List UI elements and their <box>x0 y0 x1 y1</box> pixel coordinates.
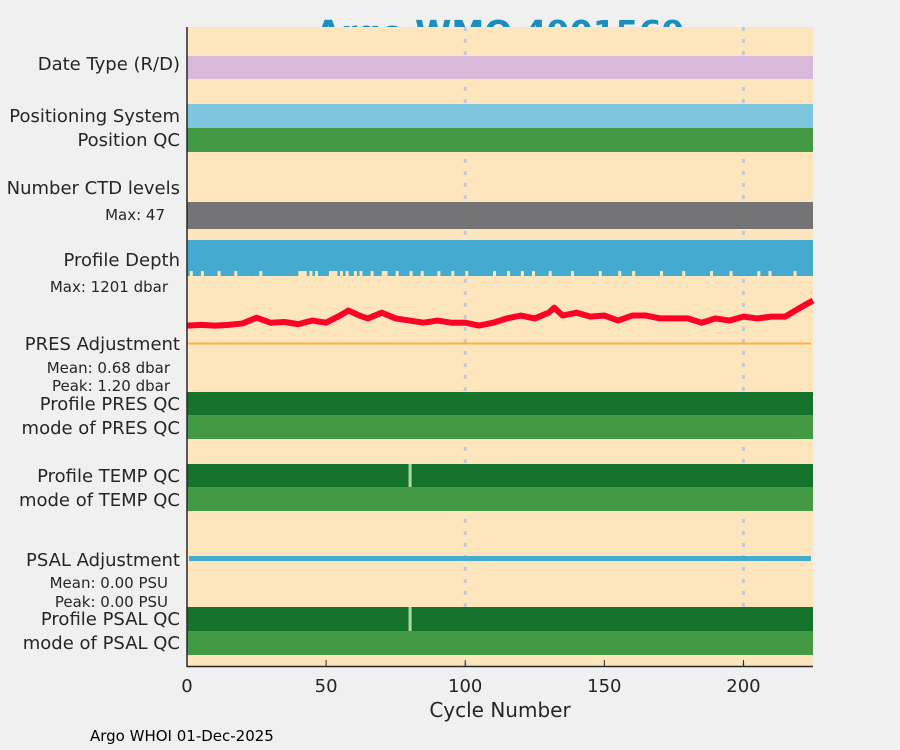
psal-qc-anomaly-mark <box>408 607 412 631</box>
label-profile-depth: Profile Depth <box>63 250 180 271</box>
temp-qc-anomaly-mark <box>408 464 412 487</box>
shallow-depth-mark <box>682 271 686 276</box>
shallow-depth-mark <box>493 271 497 276</box>
shallow-depth-mark <box>301 271 305 276</box>
shallow-depth-mark <box>420 271 424 276</box>
shallow-depth-mark <box>437 271 441 276</box>
label-psal-qc: Profile PSAL QC <box>41 609 180 630</box>
positioning-system-bar <box>187 104 813 128</box>
psal-mode-bar <box>187 631 813 655</box>
label-psal-adjustment: PSAL Adjustment <box>26 550 180 571</box>
psal-peak: Peak: 0.00 PSU <box>55 593 168 611</box>
shallow-depth-mark <box>314 271 318 276</box>
shallow-depth-mark <box>200 271 204 276</box>
shallow-depth-mark <box>451 271 455 276</box>
ctd-max: Max: 47 <box>105 206 165 224</box>
label-pres-qc: Profile PRES QC <box>40 394 180 415</box>
x-axis-label: Cycle Number <box>429 698 571 722</box>
shallow-depth-mark <box>729 271 733 276</box>
x-tick-label: 200 <box>726 676 760 697</box>
shallow-depth-mark <box>632 271 636 276</box>
label-pres-mode: mode of PRES QC <box>22 418 180 439</box>
pres-adjustment-line <box>186 297 815 329</box>
shallow-depth-mark <box>345 271 349 276</box>
shallow-depth-mark <box>328 271 332 276</box>
footer-text: Argo WHOI 01-Dec-2025 <box>90 727 274 745</box>
profile-depth-bar <box>187 240 813 276</box>
shallow-depth-mark <box>353 271 357 276</box>
shallow-depth-mark <box>189 271 193 276</box>
label-position-qc: Position QC <box>77 130 180 151</box>
x-tick-label: 50 <box>315 676 338 697</box>
shallow-depth-mark <box>298 271 302 276</box>
psal-mean: Mean: 0.00 PSU <box>50 574 168 592</box>
psal-qc-bar <box>187 607 813 631</box>
date-type-bar <box>187 56 813 79</box>
shallow-depth-mark <box>395 271 399 276</box>
label-positioning: Positioning System <box>9 106 180 127</box>
label-ctd-levels: Number CTD levels <box>7 178 180 199</box>
shallow-depth-mark <box>381 271 385 276</box>
shallow-depth-mark <box>598 271 602 276</box>
shallow-depth-mark <box>409 271 413 276</box>
shallow-depth-mark <box>793 271 797 276</box>
shallow-depth-mark <box>465 271 469 276</box>
pres-qc-bar <box>187 392 813 415</box>
shallow-depth-mark <box>570 271 574 276</box>
shallow-depth-mark <box>548 271 552 276</box>
shallow-depth-mark <box>331 271 335 276</box>
shallow-depth-mark <box>384 271 388 276</box>
shallow-depth-mark <box>757 271 761 276</box>
shallow-depth-mark <box>531 271 535 276</box>
shallow-depth-mark <box>234 271 238 276</box>
label-temp-qc: Profile TEMP QC <box>37 466 180 487</box>
shallow-depth-mark <box>340 271 344 276</box>
shallow-depth-mark <box>359 271 363 276</box>
shallow-depth-mark <box>520 271 524 276</box>
shallow-depth-mark <box>506 271 510 276</box>
shallow-depth-mark <box>618 271 622 276</box>
pres-peak: Peak: 1.20 dbar <box>52 377 171 395</box>
depth-max: Max: 1201 dbar <box>50 278 169 296</box>
shallow-depth-mark <box>710 271 714 276</box>
shallow-depth-mark <box>303 271 307 276</box>
ctd-levels-bar <box>187 202 813 229</box>
shallow-depth-mark <box>259 271 263 276</box>
shallow-depth-mark <box>659 271 663 276</box>
label-psal-mode: mode of PSAL QC <box>23 633 180 654</box>
temp-qc-bar <box>187 464 813 487</box>
x-tick-label: 150 <box>587 676 621 697</box>
shallow-depth-mark <box>768 271 772 276</box>
position-qc-bar <box>187 128 813 152</box>
temp-mode-bar <box>187 487 813 511</box>
label-date-type: Date Type (R/D) <box>38 54 180 75</box>
pres-mode-bar <box>187 415 813 439</box>
x-tick-label: 100 <box>448 676 482 697</box>
label-temp-mode: mode of TEMP QC <box>19 490 180 511</box>
shallow-depth-mark <box>334 271 338 276</box>
pres-mean: Mean: 0.68 dbar <box>47 359 171 377</box>
shallow-depth-mark <box>309 271 313 276</box>
shallow-depth-mark <box>370 271 374 276</box>
shallow-depth-mark <box>217 271 221 276</box>
x-tick-label: 0 <box>181 676 192 697</box>
label-pres-adjustment: PRES Adjustment <box>25 334 180 355</box>
